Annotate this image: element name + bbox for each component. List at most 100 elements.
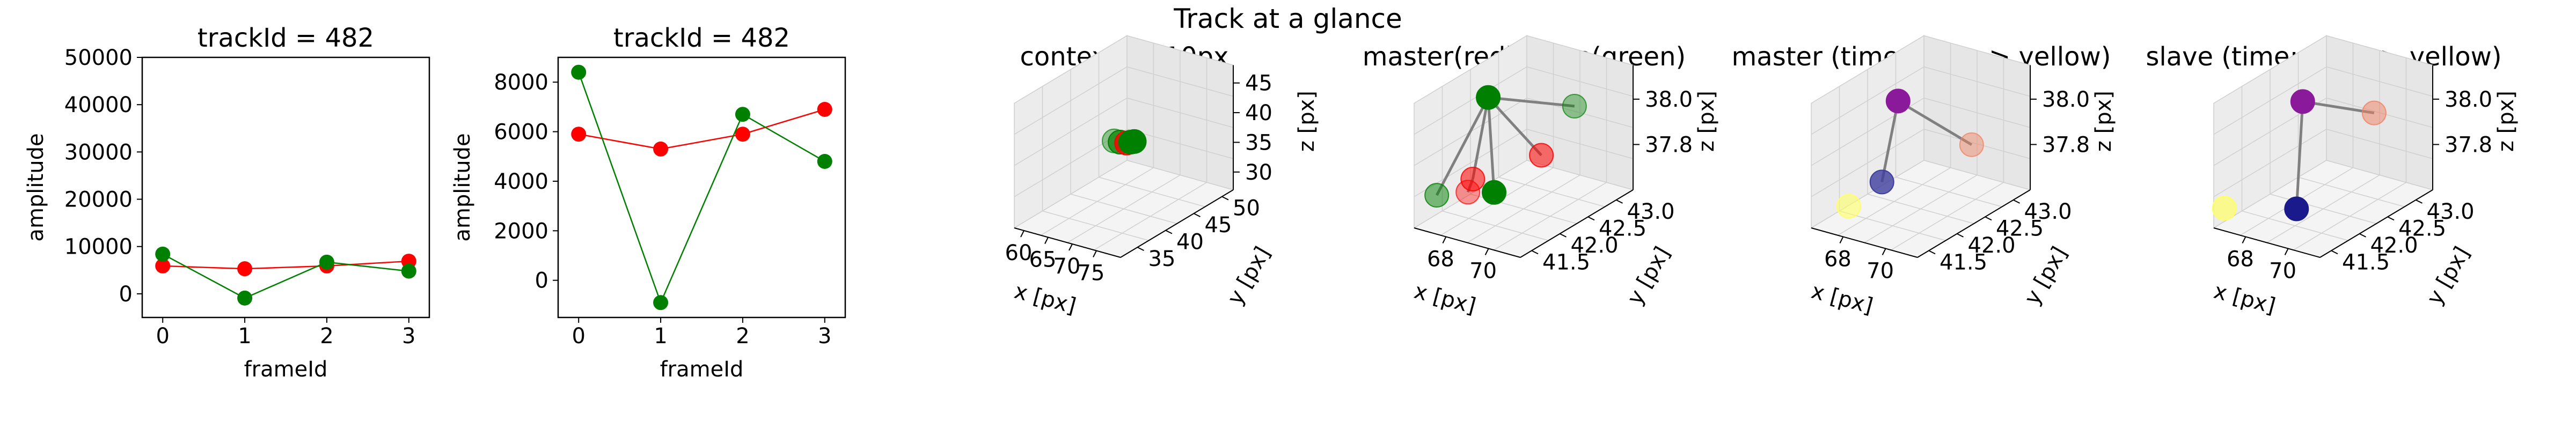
- line-chart-2: trackId = 482 0 1 2 3 0 2000 4000 6000 8000 frameI…: [450, 23, 846, 382]
- x-tick-mark: [1093, 250, 1097, 257]
- series-line-2: [578, 72, 825, 305]
- y-tick-label: 41.5: [2342, 250, 2390, 275]
- plot-frame: [141, 56, 430, 319]
- y-axis-label: y [px]: [1622, 242, 1675, 309]
- scatter-point: [1869, 169, 1894, 195]
- track-link: [1471, 97, 1490, 180]
- x-tick-label: 60: [1005, 241, 1033, 265]
- grid-line: [1014, 98, 1128, 166]
- x-axis-line: [1014, 227, 1121, 258]
- grid-line: [2326, 66, 2433, 97]
- scatter3d-chart-1: context +- 10px606570753540455030354045x…: [1005, 35, 1319, 319]
- y-tick-label: 42.0: [2370, 233, 2418, 258]
- y-tick-mark: [1194, 213, 1201, 217]
- x-tick-mark: [1839, 236, 1844, 243]
- y-tick-mark: [1616, 199, 1623, 204]
- y-tick-label: 35: [1148, 247, 1176, 271]
- scatter-point: [1885, 88, 1911, 114]
- x-tick-mark: [1069, 243, 1073, 251]
- grid-line: [1923, 98, 2031, 128]
- y-tick-label: 42.0: [1571, 233, 1619, 258]
- scatter3d-chart-3: master (time: blue -> yellow)687041.542.…: [1732, 35, 2116, 319]
- y-tick-label: 41.5: [1542, 250, 1590, 275]
- y-tick-mark: [2331, 250, 2338, 255]
- x-axis-label: x [px]: [2211, 279, 2278, 319]
- y-axis-label: y [px]: [2019, 242, 2072, 309]
- y-tick-mark: [2359, 233, 2366, 238]
- data-point: [155, 246, 171, 262]
- grid-line: [1094, 182, 1207, 250]
- x-axis-label: x [px]: [1809, 279, 1876, 319]
- x-tick-mark: [1044, 237, 1049, 244]
- scatter3d-chart-2: master(red) slave(green)68 70 41.542.042.5…: [1363, 35, 1719, 319]
- x-tick-label: 65: [1029, 248, 1057, 272]
- z-tick-label: 38.0: [2445, 87, 2492, 112]
- plot-frame: [557, 56, 846, 319]
- y-axis-line: [1917, 189, 2031, 258]
- grid-line: [1126, 66, 1234, 97]
- scatter-point: [1460, 166, 1485, 191]
- y-tick-label: 40000: [64, 93, 133, 117]
- grid-line: [1414, 66, 1527, 135]
- x-tick-label: 3: [818, 324, 831, 349]
- y-tick-label: 40: [1176, 230, 1204, 255]
- grid-line: [1867, 194, 1974, 224]
- track-link: [1487, 97, 1496, 193]
- data-point: [735, 107, 750, 122]
- y-tick-label: 45: [1205, 213, 1232, 238]
- y-axis-line: [2319, 189, 2433, 258]
- x-tick-label: 3: [402, 324, 415, 349]
- series-line-1: [578, 108, 825, 150]
- scatter-point: [1455, 180, 1481, 205]
- grid-line: [1923, 66, 2031, 97]
- y-tick-mark: [1165, 230, 1173, 234]
- y-tick-label: 10000: [64, 235, 133, 260]
- x-axis-label: x [px]: [1411, 279, 1479, 319]
- series-line-1: [163, 260, 409, 270]
- x-axis-label: x [px]: [1012, 279, 1079, 319]
- z-axis-label: z [px]: [1694, 91, 1719, 152]
- grid-line: [2213, 66, 2327, 135]
- x-tick-label: 70: [2269, 259, 2296, 284]
- y-tick-label: 6000: [494, 120, 548, 145]
- y-tick-label: 43.0: [1627, 199, 1675, 224]
- y-tick-mark: [1531, 250, 1539, 255]
- grid-line: [1811, 66, 1924, 135]
- y-axis-label: amplitude: [24, 133, 48, 241]
- track-link: [1488, 96, 1575, 108]
- x-axis-line: [2213, 227, 2321, 258]
- x-tick-mark: [2284, 248, 2289, 255]
- x-axis-line: [1414, 227, 1521, 258]
- y-tick-mark: [2013, 199, 2020, 204]
- y-axis-label: y [px]: [2422, 242, 2475, 309]
- y-tick-label: 41.5: [1940, 250, 1987, 275]
- scatter3d-chart-4: slave (time: blue -> yellow)687041.542.0…: [2146, 35, 2519, 319]
- y-tick-label: 2000: [494, 219, 548, 243]
- scatter-point: [1959, 132, 1984, 157]
- track-link: [1435, 97, 1490, 196]
- grid-line: [1014, 66, 1128, 135]
- data-point: [817, 102, 832, 117]
- grid-line: [2298, 176, 2405, 208]
- scatter-point: [1529, 143, 1554, 168]
- y-tick-label: 0: [119, 282, 133, 307]
- grid-line: [1498, 176, 1605, 208]
- z-tick-label: 37.8: [1645, 132, 1693, 157]
- y-axis-line: [1520, 189, 1634, 258]
- z-tick-label: 37.8: [2445, 132, 2492, 157]
- y-tick-label: 30000: [64, 140, 133, 165]
- y-tick-label: 50000: [64, 46, 133, 70]
- z-tick-label: 37.8: [2042, 132, 2090, 157]
- y-tick-label: 42.5: [1996, 216, 2044, 241]
- track-link: [1897, 100, 1973, 146]
- y-tick-mark: [1221, 196, 1229, 201]
- z-tick-label: 38.0: [1645, 87, 1693, 112]
- x-tick-label: 68: [1824, 247, 1851, 272]
- x-tick-label: 1: [238, 324, 251, 349]
- scatter-point: [2290, 89, 2315, 114]
- grid-line: [1126, 98, 1234, 128]
- x-tick-label: 68: [1427, 247, 1454, 272]
- grid-line: [1526, 66, 1634, 97]
- z-axis-label: z [px]: [2091, 91, 2116, 152]
